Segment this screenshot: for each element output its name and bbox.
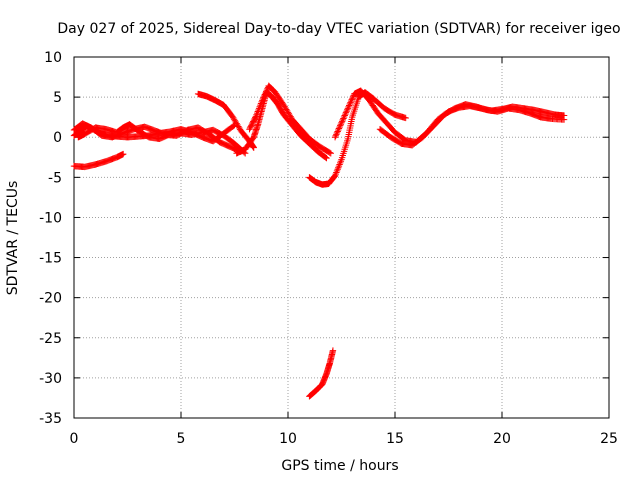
- data-points: [70, 82, 568, 400]
- data-point: [120, 150, 127, 158]
- series-arc-e: [194, 90, 257, 151]
- series-arc-g: [246, 82, 334, 157]
- data-point: [344, 105, 352, 112]
- y-tick-label: -10: [39, 210, 62, 226]
- data-point: [335, 164, 342, 171]
- data-point: [331, 134, 339, 141]
- data-point: [326, 149, 333, 156]
- data-point: [333, 167, 341, 175]
- data-point: [334, 166, 341, 173]
- x-tick-label: 15: [386, 431, 404, 447]
- data-point: [347, 97, 355, 105]
- y-tick-label: -30: [39, 371, 62, 387]
- data-point: [338, 118, 346, 125]
- data-point: [337, 158, 345, 165]
- data-point: [337, 122, 344, 129]
- data-point: [349, 95, 356, 102]
- data-point: [332, 170, 339, 178]
- data-point: [254, 108, 262, 115]
- data-point: [560, 116, 568, 123]
- data-point: [339, 116, 346, 124]
- data-point: [343, 108, 350, 115]
- data-point: [263, 87, 271, 94]
- y-tick-label: -25: [39, 331, 62, 347]
- data-point: [348, 96, 355, 103]
- data-point: [322, 154, 329, 161]
- axis-ticks: 0 5 10 15 20 25 10 5 0 -5 -10 -15 -20 -25 -30 -35: [39, 50, 618, 447]
- data-point: [252, 114, 259, 121]
- y-axis-label: SDTVAR / TECUs: [5, 181, 21, 296]
- y-tick-label: 10: [44, 50, 62, 66]
- y-tick-label: -20: [39, 291, 62, 307]
- plot-frame: [73, 56, 610, 419]
- data-point: [341, 112, 348, 119]
- data-point: [346, 100, 354, 108]
- series-arc-h: [306, 89, 409, 188]
- data-point: [257, 100, 265, 107]
- data-point: [330, 174, 337, 181]
- data-point: [333, 131, 340, 138]
- data-point: [345, 103, 352, 111]
- x-tick-label: 20: [493, 431, 511, 447]
- data-point: [346, 102, 353, 109]
- data-point: [323, 154, 330, 162]
- x-tick-label: 0: [70, 431, 79, 447]
- y-tick-label: 0: [53, 130, 62, 146]
- series-arc-k: [306, 347, 337, 400]
- data-point: [252, 113, 260, 120]
- data-point: [335, 126, 342, 134]
- series-arc-j: [376, 101, 568, 149]
- data-point: [255, 106, 262, 114]
- x-tick-label: 5: [177, 431, 186, 447]
- data-point: [253, 111, 260, 118]
- data-point: [336, 161, 343, 168]
- series-arc-d: [70, 150, 127, 171]
- data-point: [335, 125, 343, 132]
- data-point: [349, 93, 357, 100]
- y-tick-label: -15: [39, 251, 62, 267]
- data-point: [342, 110, 349, 118]
- y-tick-label: -5: [48, 170, 62, 186]
- y-tick-label: 5: [53, 90, 62, 106]
- data-point: [331, 172, 339, 179]
- data-point: [261, 91, 269, 98]
- data-point: [327, 150, 334, 157]
- data-point: [340, 113, 348, 121]
- data-point: [259, 95, 267, 103]
- data-point: [347, 99, 354, 106]
- y-tick-label: -35: [39, 411, 62, 427]
- data-point: [262, 89, 269, 97]
- data-point: [340, 115, 347, 122]
- data-point: [342, 109, 350, 116]
- data-point: [329, 347, 337, 354]
- data-point: [332, 132, 339, 139]
- data-point: [402, 114, 409, 122]
- data-point: [338, 119, 345, 126]
- series-arc-c: [75, 121, 249, 157]
- data-point: [334, 128, 341, 135]
- data-point: [344, 106, 351, 113]
- chart-title: Day 027 of 2025, Sidereal Day-to-day VTE…: [57, 21, 620, 37]
- data-point: [257, 101, 264, 109]
- data-point: [262, 88, 270, 95]
- data-point: [333, 129, 341, 137]
- data-point: [337, 159, 344, 167]
- x-axis-label: GPS time / hours: [281, 458, 398, 474]
- data-point: [333, 169, 340, 176]
- data-point: [255, 105, 263, 112]
- data-point: [256, 103, 263, 110]
- data-point: [250, 144, 257, 151]
- data-point: [336, 123, 343, 131]
- data-point: [258, 98, 265, 106]
- data-point: [259, 97, 266, 104]
- x-tick-label: 25: [600, 431, 618, 447]
- data-point: [335, 162, 343, 170]
- data-point: [253, 109, 261, 117]
- data-point: [260, 94, 267, 101]
- x-tick-label: 10: [279, 431, 297, 447]
- data-point: [337, 121, 345, 128]
- data-point: [261, 92, 268, 100]
